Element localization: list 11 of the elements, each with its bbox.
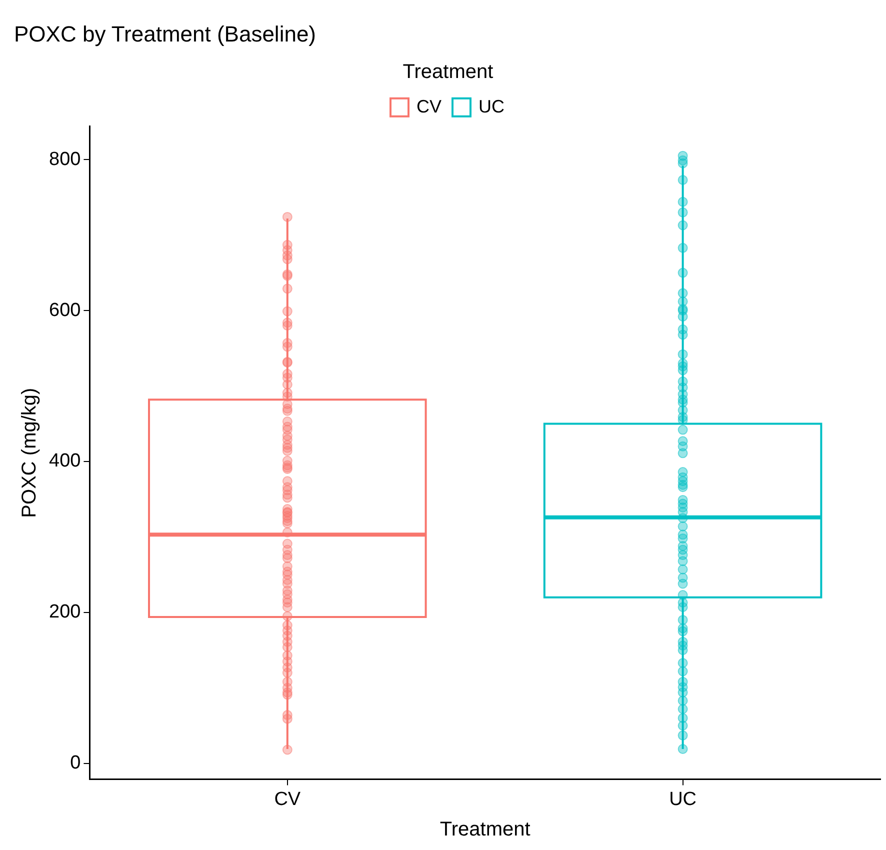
y-tick-label: 400	[49, 450, 81, 472]
y-tick-label: 800	[49, 148, 81, 170]
y-tick-label: 200	[49, 602, 81, 623]
legend-label: CV	[416, 96, 442, 116]
legend-title: Treatment	[402, 60, 494, 83]
y-tick-label: 600	[49, 300, 81, 321]
legend-label: UC	[478, 96, 505, 116]
y-tick-label: 0	[70, 752, 81, 774]
x-axis-title: Treatment	[440, 818, 531, 841]
y-axis-title: POXC (mg/kg)	[18, 388, 41, 518]
chart-title: POXC by Treatment (Baseline)	[14, 21, 316, 46]
